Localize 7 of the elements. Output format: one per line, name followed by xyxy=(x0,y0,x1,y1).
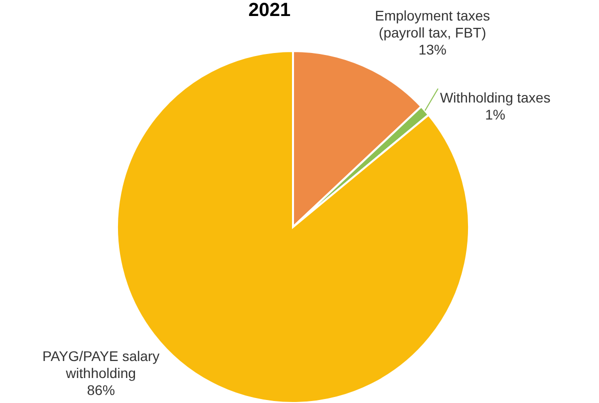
slice-label: PAYG/PAYE salary withholding xyxy=(42,348,160,381)
data-label: 13% xyxy=(418,41,446,58)
data-label: 86% xyxy=(86,382,115,398)
data-label: 1% xyxy=(485,106,506,123)
chart-title: 2021 xyxy=(248,0,291,21)
slice-label: Withholding taxes xyxy=(440,90,550,106)
slice-label: Employment taxes (payroll tax, FBT) xyxy=(374,7,490,40)
